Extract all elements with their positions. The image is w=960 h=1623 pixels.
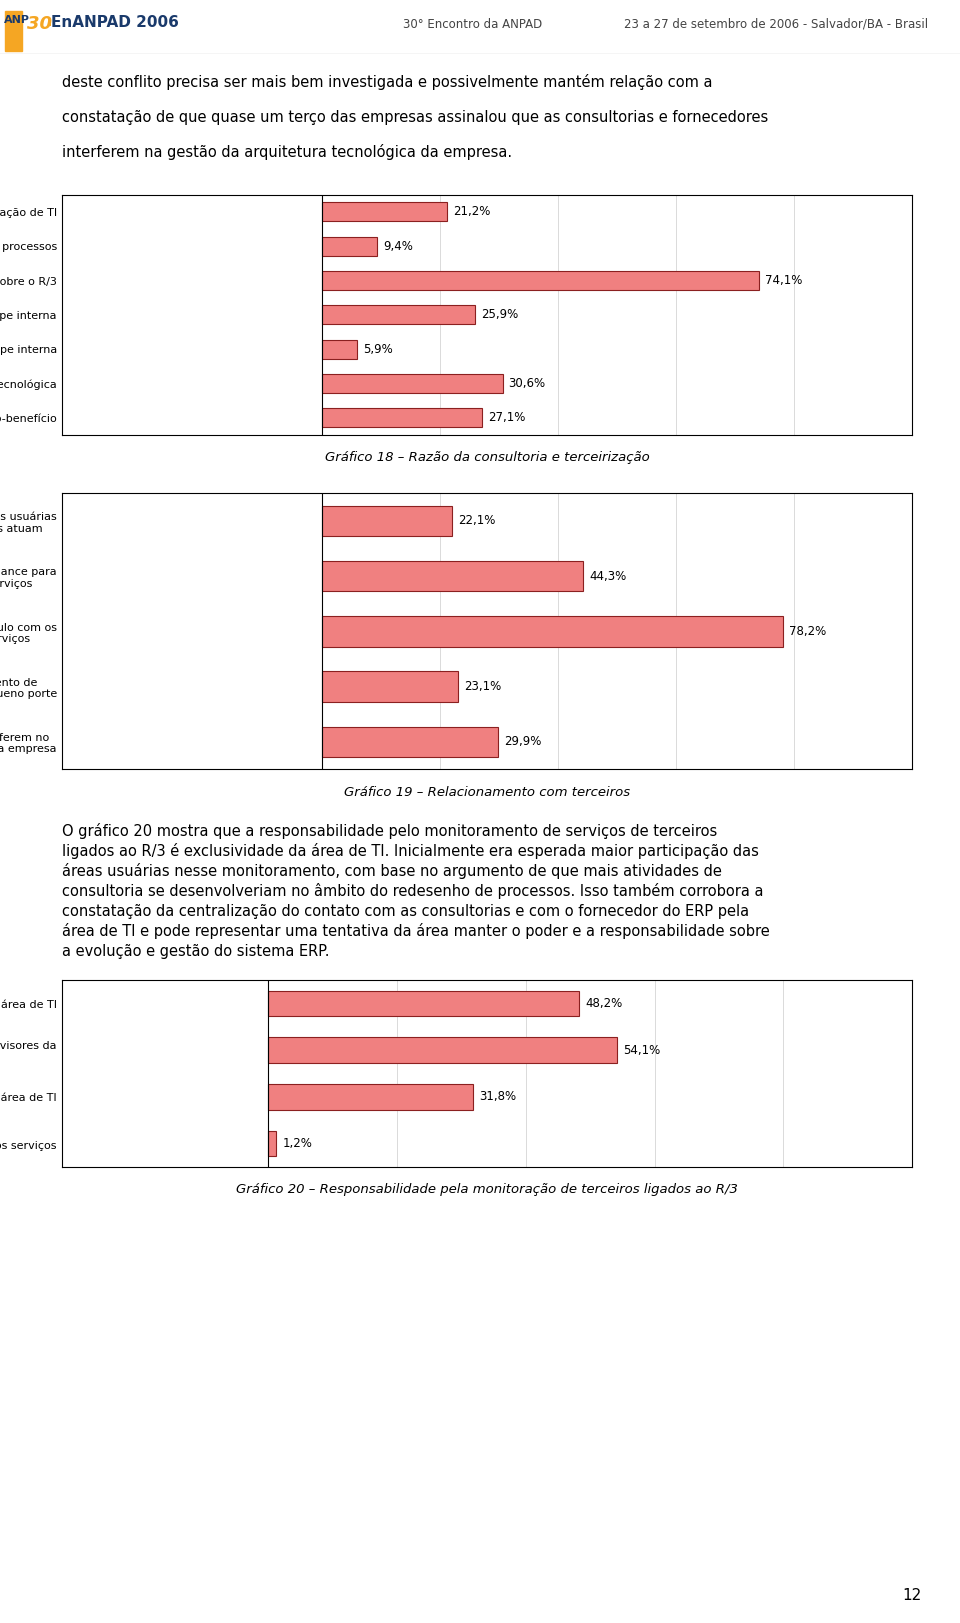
Text: ligados ao R/3 é exclusividade da área de TI. Inicialmente era esperada maior pa: ligados ao R/3 é exclusividade da área d… — [62, 844, 759, 859]
Text: :: : — [46, 15, 52, 29]
Text: 30° Encontro da ANPAD: 30° Encontro da ANPAD — [403, 18, 542, 31]
Text: deste conflito precisa ser mais bem investigada e possivelmente mantém relação c: deste conflito precisa ser mais bem inve… — [62, 75, 713, 91]
Bar — [322, 305, 475, 325]
Text: 23 a 27 de setembro de 2006 - Salvador/BA - Brasil: 23 a 27 de setembro de 2006 - Salvador/B… — [624, 18, 928, 31]
Text: 23,1%: 23,1% — [465, 680, 501, 693]
Bar — [269, 1131, 276, 1157]
Text: 30,6%: 30,6% — [509, 377, 545, 390]
Bar — [322, 271, 759, 291]
Bar — [5, 11, 22, 50]
Text: 29,9%: 29,9% — [504, 735, 541, 748]
Bar — [322, 562, 584, 591]
Bar — [269, 990, 579, 1016]
Text: constatação de que quase um terço das empresas assinalou que as consultorias e f: constatação de que quase um terço das em… — [62, 110, 769, 125]
Text: a evolução e gestão do sistema ERP.: a evolução e gestão do sistema ERP. — [62, 945, 330, 959]
Text: 78,2%: 78,2% — [789, 625, 827, 638]
Bar — [269, 1084, 473, 1110]
Text: Gráfico 18 – Razão da consultoria e terceirização: Gráfico 18 – Razão da consultoria e terc… — [324, 451, 650, 464]
Text: 30: 30 — [27, 15, 52, 32]
Bar — [322, 506, 452, 536]
Bar — [322, 373, 502, 393]
Bar — [322, 339, 357, 359]
Bar — [322, 617, 783, 646]
Bar — [322, 727, 498, 756]
Text: 27,1%: 27,1% — [488, 411, 525, 424]
Text: 25,9%: 25,9% — [481, 308, 518, 321]
Text: EnANPAD 2006: EnANPAD 2006 — [51, 15, 179, 29]
Bar — [322, 203, 447, 221]
Text: interferem na gestão da arquitetura tecnológica da empresa.: interferem na gestão da arquitetura tecn… — [62, 144, 513, 161]
Text: 44,3%: 44,3% — [589, 570, 627, 583]
Text: 21,2%: 21,2% — [453, 206, 491, 219]
Bar — [269, 1037, 616, 1063]
Bar — [322, 237, 377, 256]
Text: constatação da centralização do contato com as consultorias e com o fornecedor d: constatação da centralização do contato … — [62, 904, 750, 919]
Text: 48,2%: 48,2% — [585, 997, 622, 1010]
Text: consultoria se desenvolveriam no âmbito do redesenho de processos. Isso também c: consultoria se desenvolveriam no âmbito … — [62, 883, 764, 899]
Text: O gráfico 20 mostra que a responsabilidade pelo monitoramento de serviços de ter: O gráfico 20 mostra que a responsabilida… — [62, 823, 718, 839]
Text: áreas usuárias nesse monitoramento, com base no argumento de que mais atividades: áreas usuárias nesse monitoramento, com … — [62, 863, 722, 880]
Bar — [322, 672, 458, 701]
Text: Gráfico 20 – Responsabilidade pela monitoração de terceiros ligados ao R/3: Gráfico 20 – Responsabilidade pela monit… — [236, 1183, 738, 1196]
Text: 9,4%: 9,4% — [383, 240, 413, 253]
Text: 22,1%: 22,1% — [458, 514, 495, 527]
Text: 54,1%: 54,1% — [623, 1044, 660, 1057]
Text: 5,9%: 5,9% — [363, 342, 393, 355]
Bar — [322, 409, 482, 427]
Text: 74,1%: 74,1% — [765, 274, 803, 287]
Text: 31,8%: 31,8% — [479, 1091, 516, 1104]
Text: 12: 12 — [902, 1587, 922, 1604]
Text: Gráfico 19 – Relacionamento com terceiros: Gráfico 19 – Relacionamento com terceiro… — [344, 786, 631, 799]
Text: 1,2%: 1,2% — [282, 1138, 312, 1151]
Text: ANP: ANP — [4, 15, 30, 24]
Text: área de TI e pode representar uma tentativa da área manter o poder e a responsab: área de TI e pode representar uma tentat… — [62, 923, 770, 940]
